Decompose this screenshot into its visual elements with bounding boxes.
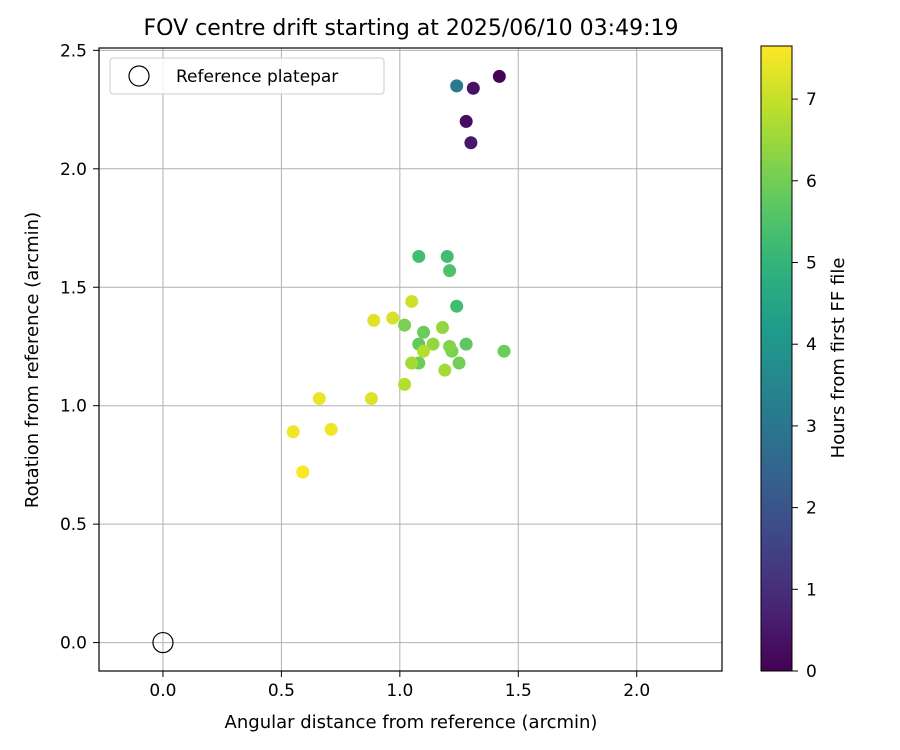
colorbar-label: Hours from first FF file [828,258,849,459]
y-axis-label: Rotation from reference (arcmin) [22,212,43,508]
data-point [386,311,400,325]
data-point [435,321,449,335]
colorbar-gradient [760,45,793,672]
data-point [466,81,480,95]
y-tick-label: 2.0 [60,160,87,180]
legend-marker-icon [128,65,150,87]
colorbar-tick-label: 4 [806,335,817,355]
legend: Reference platepar [109,57,385,95]
colorbar-tick-label: 5 [806,254,817,274]
colorbar-ticks: 0 1 2 3 4 5 6 7 [792,90,817,682]
plot-frame [98,47,723,672]
colorbar-tick-label: 0 [806,662,817,682]
data-point [296,465,310,479]
x-tick-label: 2.0 [623,681,650,701]
grid [99,48,722,671]
data-point [497,344,511,358]
data-point [426,337,440,351]
data-point [438,363,452,377]
data-point [405,356,419,370]
data-point [286,425,300,439]
data-point [417,344,431,358]
y-tick-label: 0.0 [60,634,87,654]
y-tick-label: 1.0 [60,397,87,417]
colorbar-tick-label: 2 [806,499,817,519]
x-tick-label: 0.5 [268,681,295,701]
x-tick-label: 0.0 [149,681,176,701]
data-point [364,392,378,406]
data-point [492,69,506,83]
chart-title: FOV centre drift starting at 2025/06/10 … [144,16,679,41]
data-point [459,337,473,351]
data-point [405,294,419,308]
legend-label: Reference platepar [176,67,338,87]
y-tick-label: 2.5 [60,41,87,61]
data-points [152,69,511,654]
data-point [324,422,338,436]
data-point [367,313,381,327]
reference-point-marker [152,631,174,654]
data-point [412,249,426,263]
colorbar-tick-label: 3 [806,417,817,437]
y-tick-label: 1.5 [60,278,87,298]
legend-box [109,57,385,95]
data-point [398,318,412,332]
data-point [417,325,431,339]
y-tick-label: 0.5 [60,515,87,535]
axis-ticks: 0.0 0.5 1.0 1.5 2.0 0.0 0.5 1.0 1.5 2.0 2.5 [60,41,650,701]
data-point [452,356,466,370]
x-axis-label: Angular distance from reference (arcmin) [225,712,598,733]
data-point [459,114,473,128]
data-point [450,299,464,313]
data-point [450,79,464,93]
colorbar-tick-label: 7 [806,90,817,110]
data-point [464,136,478,150]
colorbar-tick-label: 6 [806,172,817,192]
data-point [443,339,457,353]
x-tick-label: 1.5 [505,681,532,701]
data-point [443,264,457,278]
data-point [398,377,412,391]
colorbar: 0 1 2 3 4 5 6 7 Hours from first FF file [760,45,849,682]
data-point [440,249,454,263]
colorbar-tick-label: 1 [806,580,817,600]
data-point [312,392,326,406]
x-tick-label: 1.0 [386,681,413,701]
